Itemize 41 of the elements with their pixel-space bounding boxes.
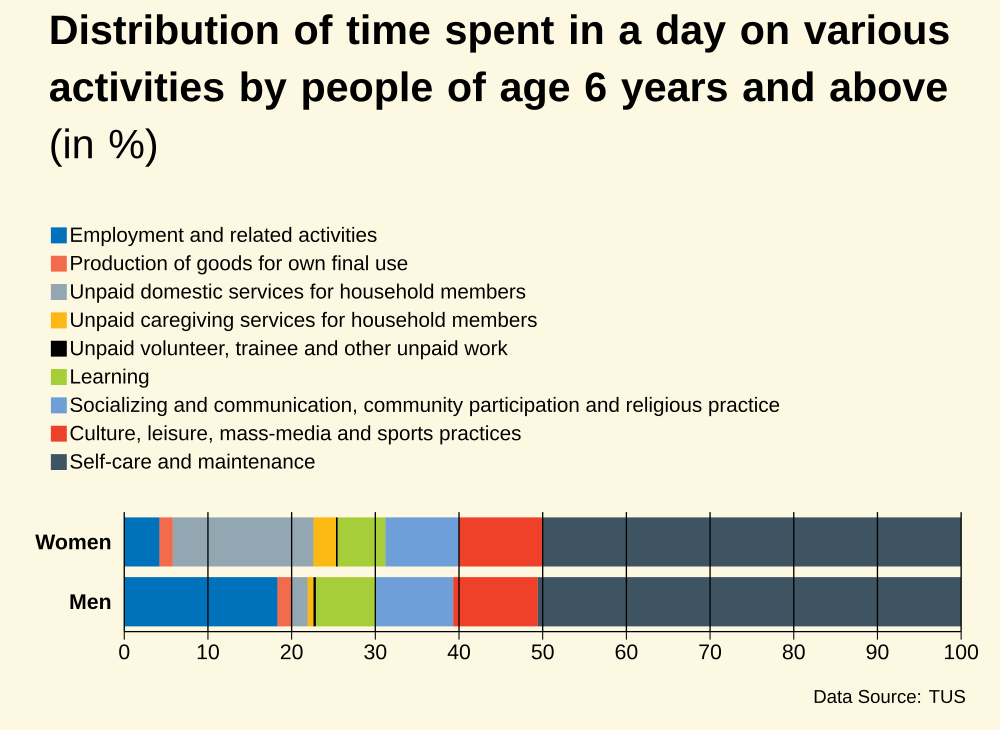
x-tick-label: 0	[119, 644, 130, 660]
bar	[459, 517, 543, 566]
bar	[172, 517, 314, 566]
legend-label: Unpaid domestic services for household members	[71, 283, 526, 303]
legend-label: Production of goods for own final use	[71, 255, 408, 274]
bar	[542, 517, 962, 566]
bar	[308, 577, 314, 626]
bar	[159, 517, 173, 566]
bar	[313, 517, 336, 566]
bar	[124, 517, 160, 566]
bar	[453, 577, 538, 626]
x-tick-label: 40	[448, 644, 470, 660]
x-tick-label: 20	[280, 644, 303, 660]
bar	[375, 577, 454, 626]
x-tick-label: 80	[782, 644, 805, 660]
y-tick-label: Women	[35, 534, 110, 550]
x-tick-label: 100	[945, 644, 978, 660]
legend-label: Socializing and communication, community participation and religious practice	[70, 396, 780, 416]
x-tick-label: 30	[364, 644, 386, 660]
legend-label: Unpaid volunteer, trainee and other unpaid work	[71, 340, 508, 360]
chart-title: Distribution of time spent in a day on various activities by people of age 6 years and above (in %)	[50, 14, 949, 167]
x-tick-label: 10	[198, 644, 219, 660]
y-tick-label: Men	[70, 594, 110, 610]
bar	[124, 577, 278, 626]
bar	[385, 517, 460, 566]
bar	[277, 577, 292, 626]
legend-label: Employment and related activities	[71, 226, 377, 246]
bar	[338, 517, 386, 566]
legend-label: Self-care and maintenance	[70, 453, 315, 469]
bar	[316, 577, 376, 626]
bar	[292, 577, 308, 626]
legend-label: Culture, leisure, mass-media and sports practices	[70, 425, 521, 444]
bar	[313, 577, 316, 626]
x-tick-label: 70	[699, 644, 722, 660]
bar	[538, 577, 962, 626]
x-tick-label: 60	[616, 644, 638, 660]
legend-label: Learning	[71, 368, 148, 388]
source-note: Data Source: TUS	[814, 690, 965, 703]
x-tick-label: 50	[532, 644, 554, 660]
legend-label: Unpaid caregiving services for household members	[71, 312, 537, 331]
x-tick-label: 90	[866, 644, 888, 660]
